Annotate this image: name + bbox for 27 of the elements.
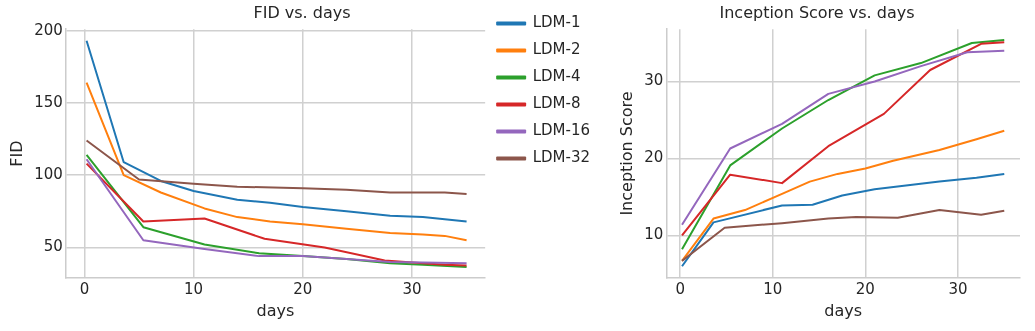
y-tick-label: 100 xyxy=(34,165,63,184)
x-tick-label: 10 xyxy=(763,279,783,298)
legend-label: LDM-4 xyxy=(532,67,581,86)
x-tick-label: 0 xyxy=(79,279,90,298)
legend-label: LDM-8 xyxy=(532,94,581,113)
x-tick-label: 10 xyxy=(184,279,204,298)
legend-label: LDM-2 xyxy=(532,40,581,59)
chart-title: Inception Score vs. days xyxy=(719,2,915,22)
x-tick-label: 20 xyxy=(293,279,313,298)
x-tick-label: 30 xyxy=(948,279,968,298)
chart-title: FID vs. days xyxy=(253,2,351,22)
y-tick-label: 10 xyxy=(644,225,664,244)
y-tick-label: 30 xyxy=(644,71,664,90)
x-tick-label: 0 xyxy=(675,279,685,298)
y-tick-label: 20 xyxy=(644,148,664,167)
y-tick-label: 150 xyxy=(34,92,63,111)
x-tick-label: 20 xyxy=(855,279,875,298)
legend-label: LDM-16 xyxy=(532,121,591,140)
y-tick-label: 200 xyxy=(34,20,63,39)
legend-label: LDM-1 xyxy=(532,13,581,32)
x-axis-title: days xyxy=(824,300,863,320)
legend-label: LDM-32 xyxy=(532,148,591,167)
x-axis-title: days xyxy=(256,300,295,320)
y-tick-label: 50 xyxy=(43,237,63,256)
x-tick-label: 30 xyxy=(402,279,422,298)
y-axis-title: Inception Score xyxy=(616,91,636,216)
y-axis-title: FID xyxy=(6,140,26,167)
